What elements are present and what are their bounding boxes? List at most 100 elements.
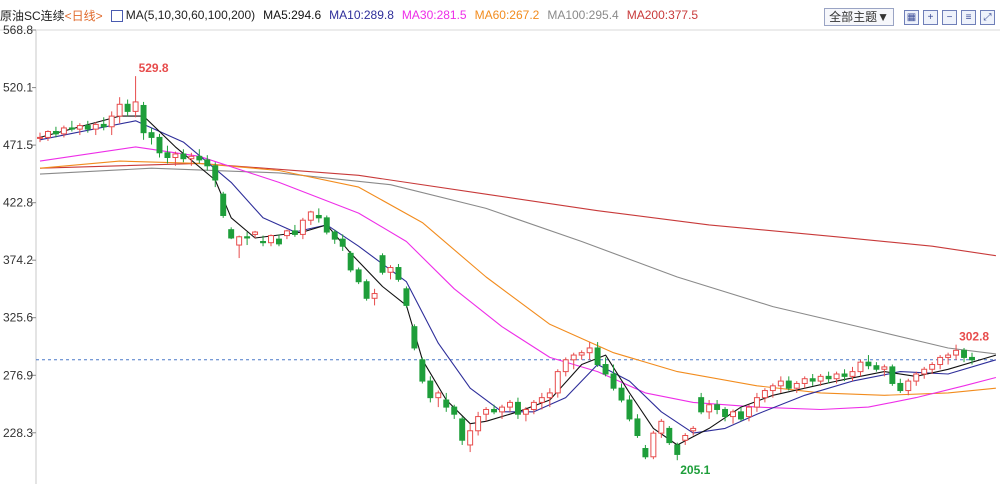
ma60-line xyxy=(39,160,996,396)
candle xyxy=(777,376,784,393)
candle xyxy=(124,99,131,117)
candle xyxy=(291,224,298,237)
candle-body xyxy=(507,401,513,408)
candle-body xyxy=(913,373,920,382)
candle-body xyxy=(602,364,609,375)
candle-body xyxy=(419,359,426,382)
candle-body xyxy=(467,430,474,446)
candle-body xyxy=(459,418,466,441)
candle-body xyxy=(929,364,936,370)
ma100-line xyxy=(39,167,996,355)
candle-body xyxy=(188,155,195,160)
candle-body xyxy=(881,366,888,370)
candle xyxy=(491,404,498,415)
candle xyxy=(570,352,577,370)
legend-bar: 原油SC连续 <日线> MA(5,10,30,60,100,200) MA5:2… xyxy=(0,0,706,30)
candle-body xyxy=(236,236,243,246)
candle xyxy=(68,120,75,132)
candle-body xyxy=(538,397,545,403)
candle xyxy=(945,352,952,365)
candle xyxy=(522,407,529,422)
candle-body xyxy=(554,371,561,394)
candle-body xyxy=(562,359,569,373)
candle-body xyxy=(969,356,975,361)
fullscreen-icon[interactable]: ⤢ xyxy=(980,9,995,25)
candle xyxy=(435,390,442,408)
candle xyxy=(76,123,83,136)
candle-body xyxy=(674,444,681,455)
grid-layer xyxy=(0,29,1000,484)
candle xyxy=(387,265,394,280)
candle xyxy=(411,324,418,351)
chart-toolbar: 全部主题▼ ▦ + − ≡ ⤢ xyxy=(824,8,995,26)
candle xyxy=(753,392,760,412)
candle-body xyxy=(514,401,521,415)
candle-body xyxy=(610,373,617,389)
zoom-out-icon[interactable]: − xyxy=(942,9,957,25)
y-tick-label: 374.2 xyxy=(3,253,33,267)
candle xyxy=(865,355,872,370)
y-tick-label: 276.9 xyxy=(3,368,33,382)
candle xyxy=(116,97,123,124)
candle-body xyxy=(722,408,729,418)
candle xyxy=(578,350,585,360)
annotations: 529.8 205.1 302.8 xyxy=(139,61,990,477)
y-tick-label: 471.5 xyxy=(3,138,33,152)
candle xyxy=(857,359,864,377)
candle xyxy=(148,127,155,145)
candle-body xyxy=(769,385,776,392)
candle xyxy=(881,364,888,377)
candle xyxy=(339,234,346,251)
candle-body xyxy=(682,435,689,441)
candle xyxy=(618,383,625,403)
period-selector[interactable]: <日线> xyxy=(64,8,103,23)
candle xyxy=(204,155,211,171)
settings-icon[interactable]: ≡ xyxy=(961,9,976,25)
candle-body xyxy=(435,392,442,399)
candle-body xyxy=(108,115,115,128)
candle-body xyxy=(586,347,593,354)
candle-body xyxy=(841,373,848,377)
candle-body xyxy=(60,127,67,135)
candle xyxy=(156,133,163,158)
candle-body xyxy=(785,380,792,389)
candle xyxy=(642,444,649,460)
candle-body xyxy=(212,165,219,181)
candle xyxy=(363,279,370,301)
zoom-in-icon[interactable]: + xyxy=(923,9,938,25)
candle-body xyxy=(658,420,665,434)
candle-body xyxy=(698,397,705,413)
candle-body xyxy=(347,252,354,271)
candle-body xyxy=(522,408,529,415)
candle-body xyxy=(714,404,721,410)
candle-body xyxy=(793,382,800,389)
candle xyxy=(594,342,601,367)
candle-body xyxy=(546,392,553,399)
price-annotation: 302.8 xyxy=(959,330,989,344)
candle-body xyxy=(921,368,928,375)
candle-body xyxy=(92,123,99,130)
candle-body xyxy=(44,130,51,138)
candle-body xyxy=(690,427,697,432)
candle-body xyxy=(443,399,450,408)
grid-view-icon[interactable]: ▦ xyxy=(904,9,919,25)
theme-dropdown[interactable]: 全部主题▼ xyxy=(824,8,894,26)
candle xyxy=(44,130,51,141)
candle-body xyxy=(889,366,896,384)
ma30-value: MA30:281.5 xyxy=(401,8,467,22)
candle-body xyxy=(37,136,43,139)
candle xyxy=(252,230,259,238)
candle xyxy=(507,400,513,412)
y-tick-label: 325.6 xyxy=(3,311,33,325)
candle xyxy=(690,426,697,436)
candle-body xyxy=(196,155,203,161)
candle xyxy=(443,392,450,412)
candle-body xyxy=(84,125,91,130)
candle xyxy=(164,145,171,164)
ma-set-label: MA(5,10,30,60,100,200) xyxy=(125,8,256,22)
candle xyxy=(347,250,354,273)
ma-settings-icon[interactable] xyxy=(110,10,123,22)
candle xyxy=(610,364,617,391)
